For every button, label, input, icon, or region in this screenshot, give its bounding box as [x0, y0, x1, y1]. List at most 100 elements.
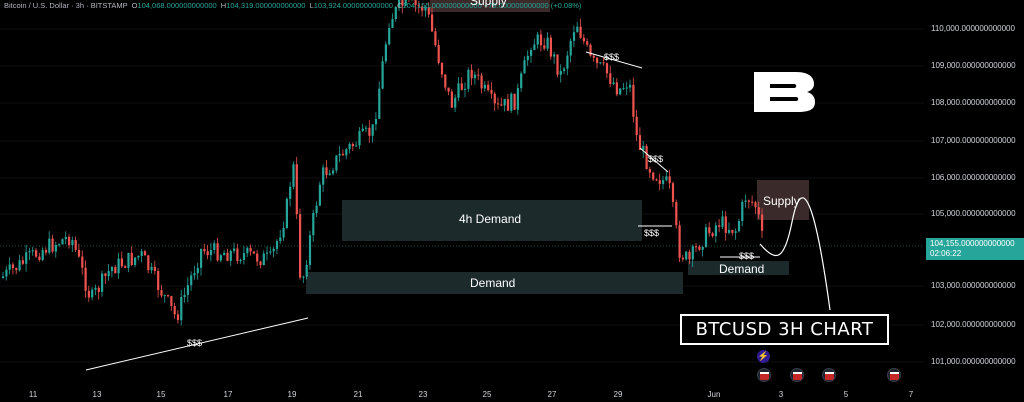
candle-body	[536, 34, 539, 45]
candle-body	[718, 225, 721, 227]
candle-body	[233, 248, 236, 251]
candle-body	[282, 228, 285, 238]
candle-body	[470, 69, 473, 79]
candle-body	[516, 88, 519, 110]
price-label: 102,000.000000000000	[931, 320, 1016, 329]
candle-body	[25, 252, 28, 264]
candle-body	[440, 62, 444, 75]
candle-body	[539, 34, 543, 46]
candle-body	[724, 216, 727, 233]
date-label: Jun	[707, 390, 721, 399]
liquidity-label-2: $$$	[604, 52, 620, 62]
candle-body	[160, 290, 163, 296]
chart-title-box: BTCUSD 3H CHART	[680, 314, 889, 345]
us-flag-icon[interactable]	[790, 368, 804, 382]
candle-body	[318, 184, 321, 206]
candle-body	[678, 225, 681, 258]
price-label: 106,000.000000000000	[931, 173, 1016, 182]
date-label: 25	[482, 390, 492, 399]
date-label: 5	[843, 390, 849, 399]
candle-body	[691, 246, 694, 260]
candle-body	[549, 37, 552, 57]
candle-body	[8, 264, 11, 270]
demand-4h-zone	[342, 200, 642, 241]
candle-body	[388, 27, 391, 45]
candle-body	[279, 237, 282, 241]
candle-body	[559, 70, 562, 75]
candle-body	[566, 55, 569, 69]
candle-body	[556, 54, 559, 75]
candle-body	[414, 0, 417, 6]
candle-body	[615, 82, 618, 95]
candle-body	[285, 198, 288, 229]
us-flag-icon[interactable]	[887, 368, 901, 382]
candle-body	[328, 173, 331, 175]
candle-body	[236, 248, 239, 261]
current-price-tag: 104,155.000000000000 02:06:22	[926, 238, 1024, 260]
candle-body	[368, 127, 371, 136]
supply-zone-right	[757, 180, 809, 220]
candle-body	[761, 214, 764, 231]
date-label: 3	[778, 390, 784, 399]
candle-body	[424, 7, 427, 11]
candle-body	[322, 167, 325, 185]
candle-body	[629, 84, 632, 88]
date-label: 21	[353, 390, 363, 399]
us-flag-icon[interactable]	[757, 368, 771, 382]
candle-body	[315, 205, 318, 213]
current-price: 104,155.000000000000	[930, 239, 1015, 248]
candle-body	[246, 247, 249, 254]
candle-body	[295, 164, 298, 215]
supply-label-top: Supply	[470, 0, 507, 8]
candle-body	[213, 243, 216, 250]
candle-body	[84, 267, 87, 291]
candle-body	[107, 271, 110, 277]
candle-body	[58, 244, 61, 246]
candle-body	[117, 258, 120, 274]
candle-body	[648, 169, 651, 173]
price-label: 107,000.000000000000	[931, 136, 1016, 145]
candle-body	[332, 170, 335, 174]
candle-body	[582, 37, 585, 42]
candle-body	[431, 14, 434, 32]
date-label: 11	[28, 390, 38, 399]
candle-body	[497, 103, 500, 105]
candle-body	[467, 69, 470, 89]
candle-body	[341, 153, 345, 156]
candle-body	[262, 253, 265, 266]
candle-body	[635, 116, 638, 136]
candle-body	[622, 88, 625, 90]
candle-body	[658, 180, 661, 184]
date-label: 23	[418, 390, 428, 399]
candle-body	[662, 180, 665, 184]
candle-body	[625, 87, 628, 89]
us-flag-icon[interactable]	[822, 368, 836, 382]
candle-body	[757, 207, 760, 215]
candle-body	[2, 276, 5, 278]
candle-body	[645, 146, 648, 170]
candle-body	[500, 104, 503, 106]
candle-body	[68, 236, 71, 246]
candle-body	[701, 246, 704, 250]
candle-body	[731, 229, 734, 233]
candle-body	[398, 0, 401, 8]
candle-body	[602, 62, 605, 64]
candle-body	[503, 99, 506, 106]
candle-body	[655, 179, 658, 181]
candle-body	[64, 236, 67, 240]
date-label: 17	[223, 390, 233, 399]
price-label: 110,000.000000000000	[931, 24, 1015, 33]
candle-body	[190, 275, 193, 286]
lightning-icon[interactable]: ⚡	[757, 350, 770, 363]
candle-body	[744, 200, 747, 202]
candle-body	[714, 225, 717, 237]
candle-body	[219, 255, 222, 261]
candle-body	[747, 200, 750, 202]
candle-body	[226, 252, 229, 261]
candles	[2, 0, 764, 326]
candle-body	[120, 258, 123, 267]
candle-body	[242, 253, 246, 260]
candle-body	[71, 240, 74, 246]
candle-body	[292, 164, 295, 187]
